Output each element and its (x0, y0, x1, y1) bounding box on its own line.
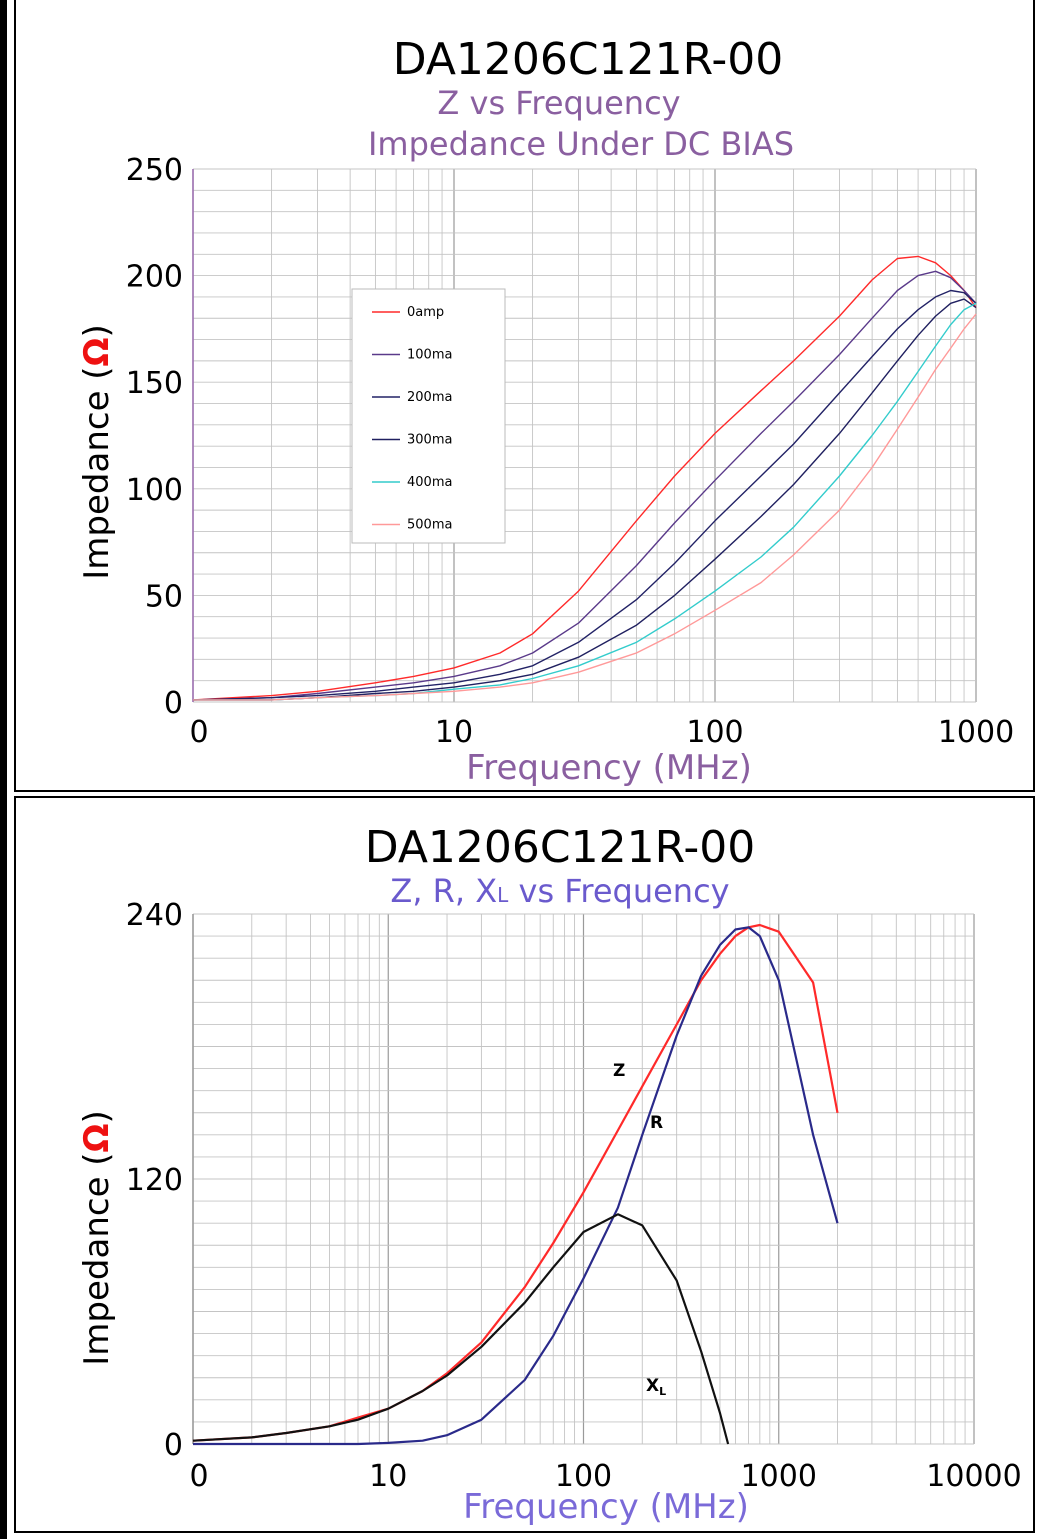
legend-label-300ma: 300ma (407, 433, 452, 448)
x-tick-label: 100 (555, 1459, 612, 1494)
series-line-500ma (193, 313, 977, 701)
x-tick-label: 0 (189, 715, 208, 750)
chart-tick-labels: 0 10 100 1000 10000 240 120 0 (126, 898, 1022, 1494)
legend-label-400ma: 400ma (407, 475, 452, 490)
x-tick-label: 10 (369, 1459, 407, 1494)
chart-series-group (192, 923, 839, 1446)
series-line-100ma (192, 270, 977, 701)
chart-subtitle-line-2: Impedance Under DC BIAS (368, 125, 794, 163)
y-tick-label: 0 (164, 686, 183, 721)
series-line-z (192, 923, 839, 1442)
x-axis-label: Frequency (MHz) (466, 748, 752, 788)
chart-tick-labels: 0 10 100 1000 250 200 150 100 50 0 (126, 153, 1014, 750)
chart-legend: 0amp 100ma 200ma 300ma 400ma 500ma (351, 288, 506, 544)
chart-grid (192, 913, 975, 1445)
chart-panel-zrxl: DA1206C121R-00 Z, R, XL vs Frequency 0 10… (14, 796, 1035, 1533)
series-line-r (193, 926, 839, 1446)
y-tick-label: 150 (126, 366, 183, 401)
chart-zrxl-svg: DA1206C121R-00 Z, R, XL vs Frequency 0 10… (77, 822, 1022, 1527)
chart-title: DA1206C121R-00 (365, 822, 756, 873)
y-tick-label: 100 (126, 473, 183, 508)
legend-box (351, 288, 506, 544)
y-tick-label: 0 (164, 1428, 183, 1463)
chart-bias-svg: DA1206C121R-00 Z vs Frequency Impedance … (77, 34, 1014, 788)
series-line-200ma (192, 289, 977, 701)
y-tick-label: 250 (126, 153, 183, 188)
x-tick-label: 0 (189, 1459, 208, 1494)
chart-subtitle-line-1: Z vs Frequency (437, 84, 680, 122)
series-line-xl (192, 1213, 730, 1445)
y-axis-label: Impedance (Ω) (77, 324, 117, 579)
x-tick-label: 1000 (741, 1459, 817, 1494)
chart-title: DA1206C121R-00 (393, 34, 784, 85)
left-border-rule (0, 0, 7, 1539)
y-tick-label: 50 (145, 579, 183, 614)
chart-grid (192, 168, 977, 703)
curve-label-r: R (650, 1113, 663, 1133)
y-axis-label: Impedance (Ω) (77, 1110, 117, 1365)
x-axis-label: Frequency (MHz) (463, 1487, 749, 1527)
legend-label-0amp: 0amp (407, 305, 444, 320)
curve-label-z: Z (613, 1061, 625, 1081)
y-tick-label: 200 (126, 260, 183, 295)
x-tick-label: 10000 (926, 1459, 1021, 1494)
x-tick-label: 1000 (938, 715, 1014, 750)
y-tick-label: 240 (126, 898, 183, 933)
chart-series-group (192, 255, 977, 701)
y-tick-label: 120 (126, 1163, 183, 1198)
series-line-0amp (192, 255, 977, 701)
legend-label-500ma: 500ma (407, 518, 452, 533)
legend-label-200ma: 200ma (407, 390, 452, 405)
chart-subtitle: Z, R, XL vs Frequency (390, 872, 729, 910)
x-tick-label: 100 (686, 715, 743, 750)
curve-label-xl: XL (646, 1376, 666, 1398)
x-tick-label: 10 (435, 715, 473, 750)
series-line-400ma (193, 302, 977, 701)
series-line-300ma (193, 298, 977, 701)
legend-label-100ma: 100ma (407, 348, 452, 363)
chart-panel-bias: DA1206C121R-00 Z vs Frequency Impedance … (14, 0, 1035, 792)
